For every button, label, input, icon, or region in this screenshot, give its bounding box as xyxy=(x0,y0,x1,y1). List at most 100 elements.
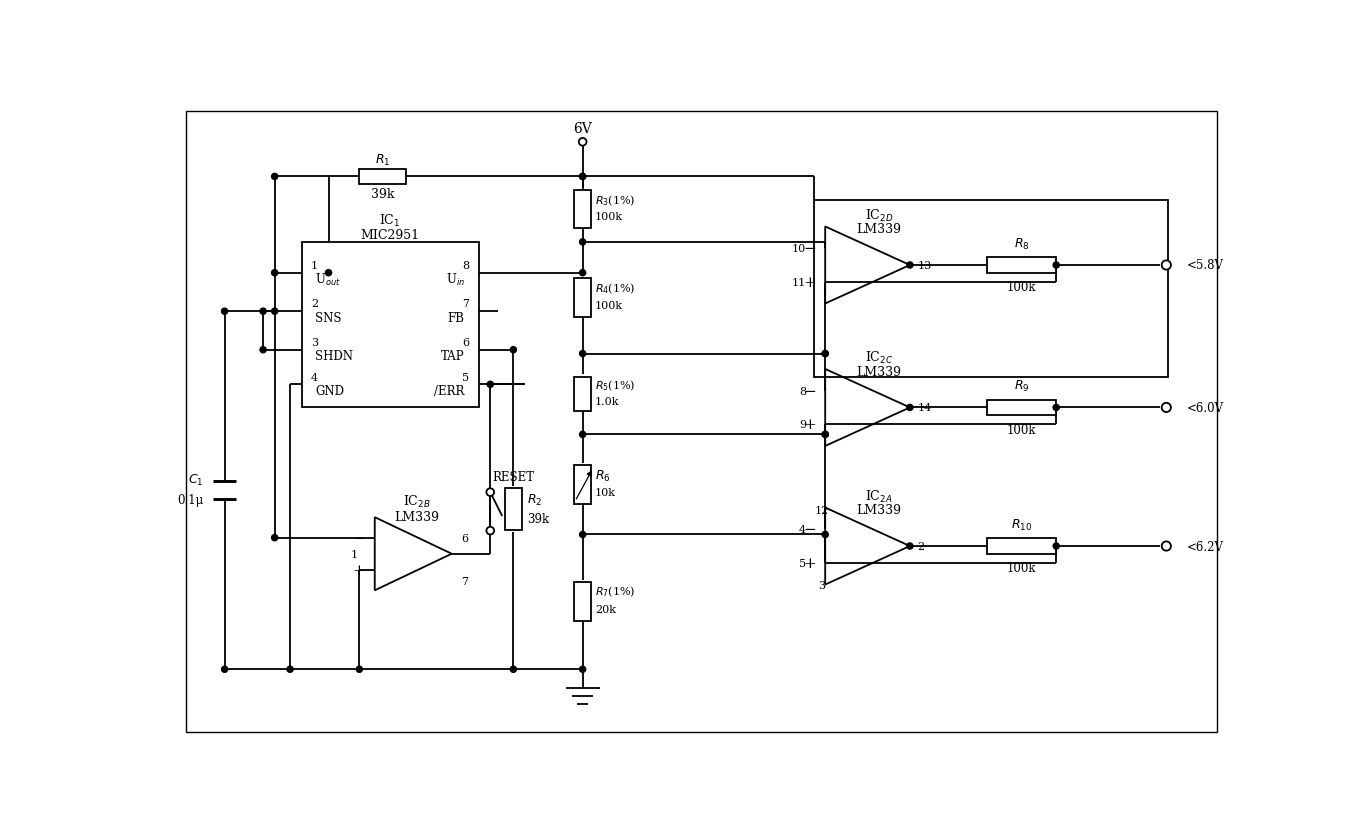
Text: 12: 12 xyxy=(815,505,828,515)
Text: 11: 11 xyxy=(791,278,806,288)
Text: MIC2951: MIC2951 xyxy=(360,228,420,242)
Bar xyxy=(987,538,1057,554)
Text: 4: 4 xyxy=(311,372,318,382)
Text: GND: GND xyxy=(315,385,345,398)
Text: $R_7$(1%): $R_7$(1%) xyxy=(596,584,635,599)
Text: SNS: SNS xyxy=(315,312,342,324)
Text: 5: 5 xyxy=(799,558,806,568)
Circle shape xyxy=(1162,542,1170,551)
Text: 14: 14 xyxy=(917,403,932,413)
Text: 13: 13 xyxy=(917,261,932,271)
Text: IC$_1$: IC$_1$ xyxy=(379,213,401,229)
Text: LM339: LM339 xyxy=(857,504,902,517)
Text: 5: 5 xyxy=(463,372,470,382)
Circle shape xyxy=(486,528,494,535)
Circle shape xyxy=(579,351,586,357)
Text: $R_3$(1%): $R_3$(1%) xyxy=(596,193,635,207)
Text: $R_5$(1%): $R_5$(1%) xyxy=(596,378,635,392)
Text: +: + xyxy=(804,276,816,289)
Text: 100k: 100k xyxy=(1006,562,1036,574)
Text: FB: FB xyxy=(448,312,465,324)
Bar xyxy=(301,242,479,408)
Text: 8: 8 xyxy=(799,386,806,396)
Text: 100k: 100k xyxy=(1006,281,1036,293)
Text: IC$_{2D}$: IC$_{2D}$ xyxy=(865,207,894,224)
Bar xyxy=(574,377,591,411)
Text: 10k: 10k xyxy=(596,487,616,497)
Circle shape xyxy=(271,535,278,541)
Text: $R_9$: $R_9$ xyxy=(1014,379,1029,394)
Circle shape xyxy=(1162,261,1170,270)
Text: 1.0k: 1.0k xyxy=(596,397,619,407)
Circle shape xyxy=(287,666,293,672)
Circle shape xyxy=(823,351,828,357)
Circle shape xyxy=(906,543,913,549)
Circle shape xyxy=(271,270,278,277)
Circle shape xyxy=(222,666,227,672)
Circle shape xyxy=(326,270,331,277)
Text: $R_2$: $R_2$ xyxy=(527,492,542,507)
Text: −: − xyxy=(353,531,366,545)
Text: $R_6$: $R_6$ xyxy=(596,468,611,483)
Circle shape xyxy=(906,263,913,268)
Circle shape xyxy=(271,174,278,181)
Circle shape xyxy=(823,431,828,438)
Circle shape xyxy=(260,308,266,315)
Text: +: + xyxy=(804,418,816,432)
Circle shape xyxy=(511,347,516,354)
Text: <6.0V: <6.0V xyxy=(1187,401,1224,415)
Text: IC$_{2A}$: IC$_{2A}$ xyxy=(865,488,893,504)
Text: LM339: LM339 xyxy=(857,365,902,379)
Circle shape xyxy=(579,431,586,438)
Text: 1: 1 xyxy=(311,261,318,271)
Circle shape xyxy=(579,240,586,246)
Text: 4: 4 xyxy=(799,524,806,534)
Text: 100k: 100k xyxy=(596,212,623,222)
Bar xyxy=(574,191,591,229)
Bar xyxy=(359,170,405,185)
Text: 3: 3 xyxy=(311,338,318,348)
Circle shape xyxy=(1162,403,1170,413)
Text: 1: 1 xyxy=(350,549,357,559)
Text: 100k: 100k xyxy=(596,301,623,311)
Circle shape xyxy=(579,270,586,277)
Circle shape xyxy=(356,666,363,672)
Text: /ERR: /ERR xyxy=(434,385,465,398)
Text: U$_{out}$: U$_{out}$ xyxy=(315,272,341,288)
Text: 39k: 39k xyxy=(371,187,394,201)
Text: RESET: RESET xyxy=(493,471,534,484)
Text: U$_{in}$: U$_{in}$ xyxy=(446,272,465,288)
Circle shape xyxy=(823,532,828,538)
Text: IC$_{2C}$: IC$_{2C}$ xyxy=(865,350,893,366)
Text: 6V: 6V xyxy=(574,122,591,135)
Circle shape xyxy=(511,666,516,672)
Text: 8: 8 xyxy=(463,261,470,271)
Bar xyxy=(574,278,591,317)
Circle shape xyxy=(487,382,493,388)
Text: 9: 9 xyxy=(799,420,806,430)
Text: 6: 6 xyxy=(463,338,470,348)
Bar xyxy=(505,488,522,531)
Bar xyxy=(574,583,591,621)
Text: 6: 6 xyxy=(461,533,468,543)
Text: SHDN: SHDN xyxy=(315,350,353,363)
Text: TAP: TAP xyxy=(441,350,465,363)
Text: LM339: LM339 xyxy=(857,223,902,236)
Text: <5.8V: <5.8V xyxy=(1187,259,1224,273)
Circle shape xyxy=(1053,543,1060,549)
Circle shape xyxy=(260,347,266,354)
Text: 2: 2 xyxy=(311,299,318,309)
Text: −: − xyxy=(804,242,816,256)
Text: 3: 3 xyxy=(817,580,826,590)
Text: 7: 7 xyxy=(463,299,470,309)
Text: +: + xyxy=(804,556,816,570)
Text: $R_8$: $R_8$ xyxy=(1013,237,1029,252)
Text: IC$_{2B}$: IC$_{2B}$ xyxy=(404,494,431,510)
Text: $C_1$: $C_1$ xyxy=(188,472,203,487)
Bar xyxy=(987,400,1057,415)
Text: 20k: 20k xyxy=(596,604,616,614)
Circle shape xyxy=(271,308,278,315)
Text: −: − xyxy=(804,522,816,537)
Circle shape xyxy=(823,351,828,357)
Text: 0.1μ: 0.1μ xyxy=(177,493,203,506)
